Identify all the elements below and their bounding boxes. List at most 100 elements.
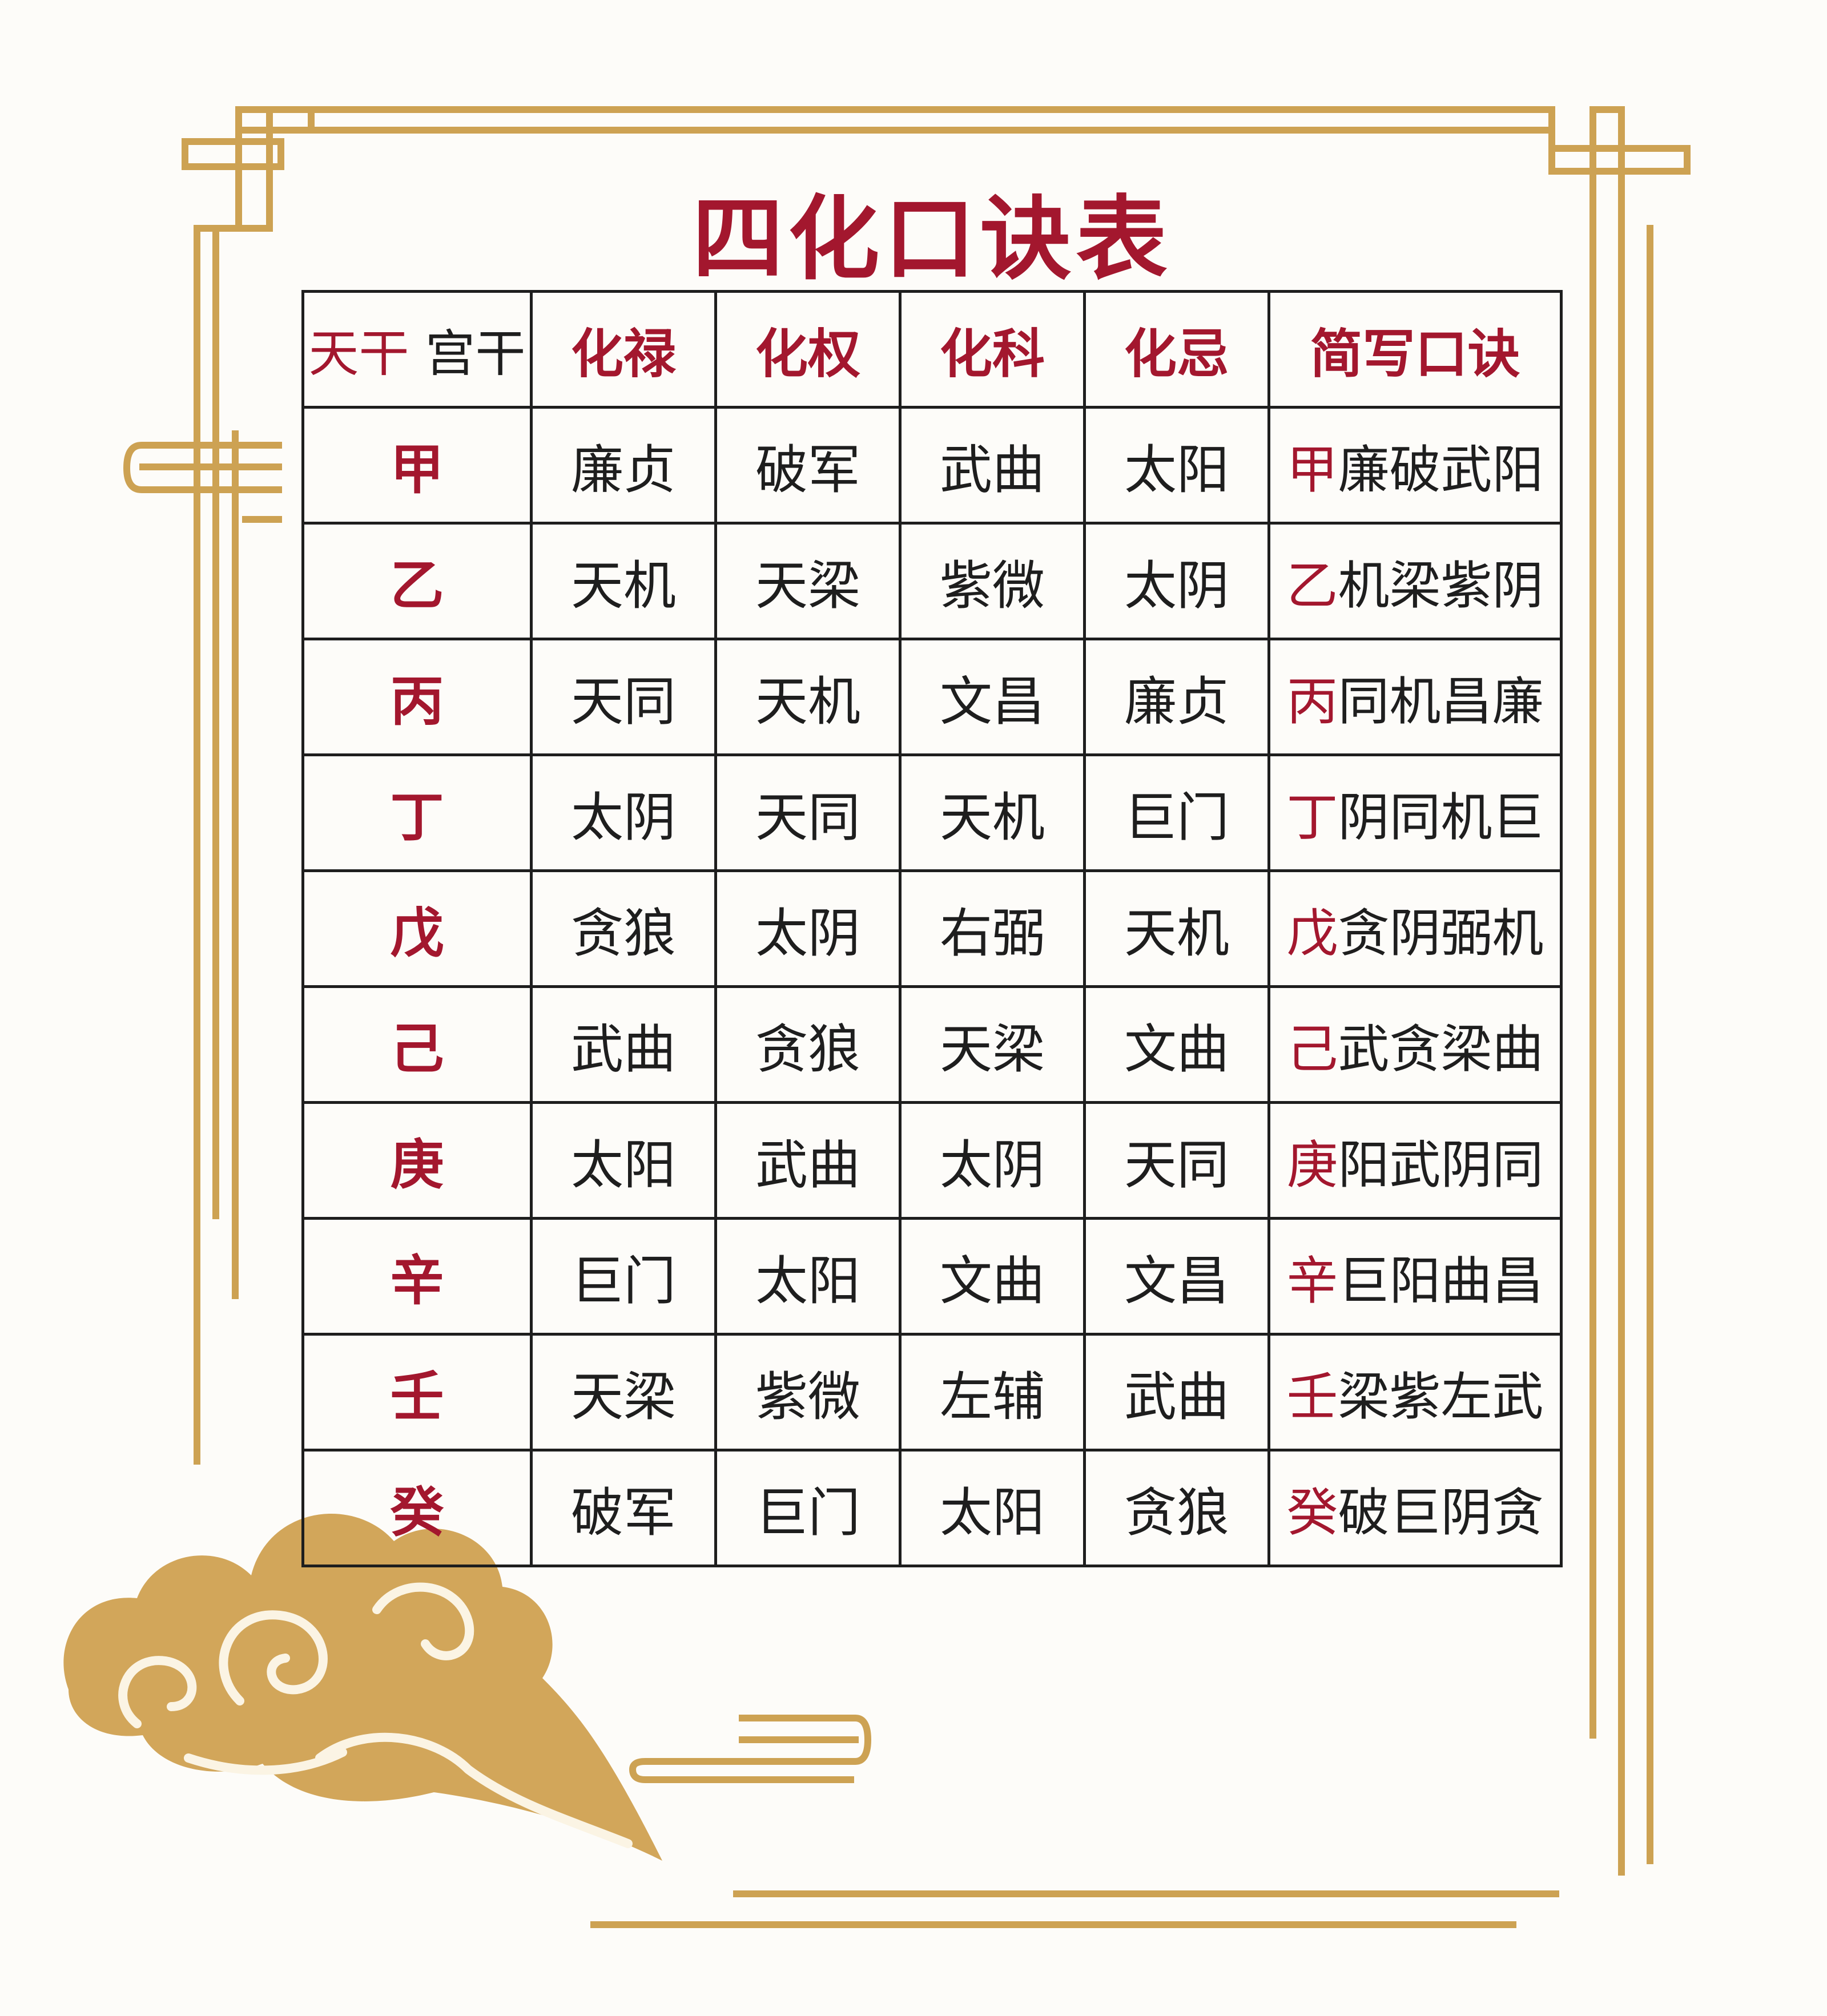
stem-cell: 丁 (301, 753, 533, 872)
hua-lu-cell: 太阴 (530, 753, 717, 872)
hua-ke-cell: 左辅 (899, 1333, 1086, 1451)
header-palace-stem: 宫干 (425, 324, 526, 383)
hua-lu-cell: 太阳 (530, 1101, 717, 1220)
mnemonic-cell: 丙同机昌廉 (1267, 638, 1563, 756)
mnemonic-stem: 戊 (1286, 904, 1338, 963)
stem-cell: 丙 (301, 638, 533, 756)
mnemonic-stem: 乙 (1286, 556, 1338, 616)
table-row: 丙 天同 天机 文昌 廉贞 丙同机昌廉 (301, 638, 1563, 756)
mnemonic-stem: 丁 (1286, 788, 1338, 848)
hua-ke-cell: 太阴 (899, 1101, 1086, 1220)
header-heavenly-stem: 天干 (308, 324, 409, 383)
stem-cell: 己 (301, 985, 533, 1104)
mnemonic-cell: 戊贪阴弼机 (1267, 869, 1563, 988)
hua-ji-cell: 贪狼 (1083, 1449, 1270, 1567)
header-mnemonic: 简写口诀 (1267, 290, 1563, 409)
mnemonic-stem: 庚 (1286, 1135, 1338, 1195)
hua-lu-cell: 天机 (530, 522, 717, 640)
table-row: 乙 天机 天梁 紫微 太阴 乙机梁紫阴 (301, 522, 1563, 640)
hua-ke-cell: 文曲 (899, 1217, 1086, 1336)
mnemonic-cell: 己武贪梁曲 (1267, 985, 1563, 1104)
table-row: 己 武曲 贪狼 天梁 文曲 己武贪梁曲 (301, 985, 1563, 1104)
hua-ji-cell: 武曲 (1083, 1333, 1270, 1451)
table-row: 戊 贪狼 太阴 右弼 天机 戊贪阴弼机 (301, 869, 1563, 988)
hua-quan-cell: 破军 (714, 406, 902, 525)
hua-lu-cell: 廉贞 (530, 406, 717, 525)
stem-cell: 辛 (301, 1217, 533, 1336)
hua-quan-cell: 贪狼 (714, 985, 902, 1104)
frame-lines (123, 106, 1691, 1928)
hua-ji-cell: 文曲 (1083, 985, 1270, 1104)
header-hua-lu: 化禄 (530, 290, 717, 409)
hua-ke-cell: 右弼 (899, 869, 1086, 988)
table-row: 辛 巨门 太阳 文曲 文昌 辛巨阳曲昌 (301, 1217, 1563, 1336)
mnemonic-stem: 丙 (1286, 672, 1338, 732)
mnemonic-stem: 甲 (1286, 440, 1338, 500)
hua-ke-cell: 天机 (899, 753, 1086, 872)
mnemonic-text: 机梁紫阴 (1338, 556, 1544, 616)
mnemonic-text: 阳武阴同 (1338, 1135, 1544, 1195)
header-stem: 天干 宫干 (301, 290, 533, 409)
stem-cell: 壬 (301, 1333, 533, 1451)
mnemonic-text: 武贪梁曲 (1338, 1019, 1544, 1079)
stem-cell: 庚 (301, 1101, 533, 1220)
hua-quan-cell: 紫微 (714, 1333, 902, 1451)
hua-lu-cell: 天同 (530, 638, 717, 756)
mnemonic-text: 贪阴弼机 (1338, 904, 1544, 963)
mnemonic-cell: 辛巨阳曲昌 (1267, 1217, 1563, 1336)
mnemonic-text: 巨阳曲昌 (1338, 1251, 1544, 1311)
page-title: 四化口诀表 (692, 185, 1172, 292)
stem-cell: 乙 (301, 522, 533, 640)
hua-quan-cell: 太阴 (714, 869, 902, 988)
hua-ke-cell: 紫微 (899, 522, 1086, 640)
hua-lu-cell: 破军 (530, 1449, 717, 1567)
stem-cell: 癸 (301, 1449, 533, 1567)
table-header-row: 天干 宫干 化禄 化权 化科 化忌 简写口诀 (301, 290, 1563, 409)
mnemonic-text: 阴同机巨 (1338, 788, 1544, 848)
hua-ji-cell: 太阳 (1083, 406, 1270, 525)
hua-ke-cell: 天梁 (899, 985, 1086, 1104)
table-row: 癸 破军 巨门 太阳 贪狼 癸破巨阴贪 (301, 1449, 1563, 1567)
hua-lu-cell: 贪狼 (530, 869, 717, 988)
hua-ji-cell: 巨门 (1083, 753, 1270, 872)
mnemonic-stem: 壬 (1286, 1367, 1338, 1427)
mnemonic-cell: 乙机梁紫阴 (1267, 522, 1563, 640)
mnemonic-cell: 庚阳武阴同 (1267, 1101, 1563, 1220)
mnemonic-text: 同机昌廉 (1338, 672, 1544, 732)
table-row: 壬 天梁 紫微 左辅 武曲 壬梁紫左武 (301, 1333, 1563, 1451)
stem-cell: 甲 (301, 406, 533, 525)
header-hua-quan: 化权 (714, 290, 902, 409)
hua-ji-cell: 文昌 (1083, 1217, 1270, 1336)
hua-quan-cell: 天同 (714, 753, 902, 872)
hua-quan-cell: 武曲 (714, 1101, 902, 1220)
hua-lu-cell: 天梁 (530, 1333, 717, 1451)
hua-ji-cell: 天同 (1083, 1101, 1270, 1220)
table-row: 丁 太阴 天同 天机 巨门 丁阴同机巨 (301, 753, 1563, 872)
hua-ke-cell: 武曲 (899, 406, 1086, 525)
mnemonic-stem: 辛 (1286, 1251, 1338, 1311)
hua-ke-cell: 太阳 (899, 1449, 1086, 1567)
mnemonic-cell: 癸破巨阴贪 (1267, 1449, 1563, 1567)
mnemonic-text: 梁紫左武 (1338, 1367, 1544, 1427)
hua-quan-cell: 巨门 (714, 1449, 902, 1567)
cloud-ornament (63, 1514, 662, 1861)
table-row: 甲 廉贞 破军 武曲 太阳 甲廉破武阳 (301, 406, 1563, 525)
table-row: 庚 太阳 武曲 太阴 天同 庚阳武阴同 (301, 1101, 1563, 1220)
hua-quan-cell: 天机 (714, 638, 902, 756)
hua-ke-cell: 文昌 (899, 638, 1086, 756)
mnemonic-cell: 壬梁紫左武 (1267, 1333, 1563, 1451)
mnemonic-stem: 己 (1286, 1019, 1338, 1079)
hua-ji-cell: 廉贞 (1083, 638, 1270, 756)
mnemonic-cell: 甲廉破武阳 (1267, 406, 1563, 525)
mnemonic-cell: 丁阴同机巨 (1267, 753, 1563, 872)
hua-quan-cell: 天梁 (714, 522, 902, 640)
hua-lu-cell: 武曲 (530, 985, 717, 1104)
hua-ji-cell: 太阴 (1083, 522, 1270, 640)
sihua-table: 天干 宫干 化禄 化权 化科 化忌 简写口诀 甲 廉贞 破军 武曲 太阳 甲廉破… (301, 290, 1563, 1567)
hua-lu-cell: 巨门 (530, 1217, 717, 1336)
mnemonic-stem: 癸 (1286, 1483, 1338, 1543)
stem-cell: 戊 (301, 869, 533, 988)
mnemonic-text: 廉破武阳 (1338, 440, 1544, 500)
header-hua-ke: 化科 (899, 290, 1086, 409)
